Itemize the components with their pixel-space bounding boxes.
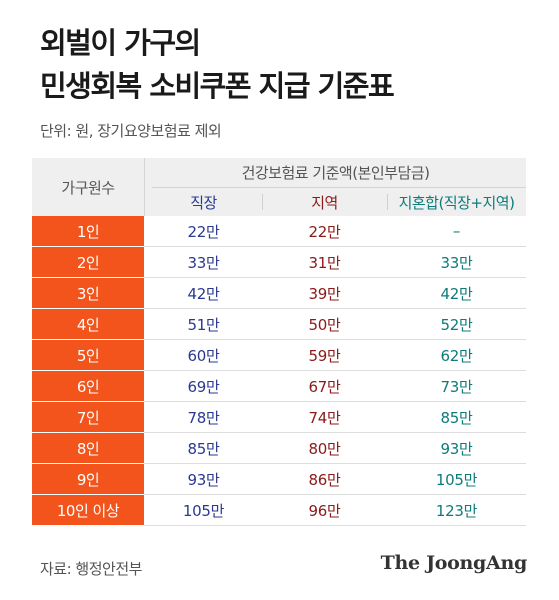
household-cell: 3인 bbox=[32, 278, 144, 308]
sub-header-divider bbox=[262, 194, 263, 210]
table-header: 가구원수 건강보험료 기준액(본인부담금) 직장 지역 지혼합(직장+지역) bbox=[32, 158, 526, 216]
header-group-divider bbox=[152, 187, 526, 188]
mixed-cell: 42만 bbox=[440, 284, 473, 303]
mixed-cell: – bbox=[452, 222, 461, 240]
workplace-cell: 85만 bbox=[187, 439, 220, 458]
regional-cell: 59만 bbox=[308, 346, 341, 365]
brand-logo: The JoongAng bbox=[380, 552, 528, 574]
workplace-cell: 42만 bbox=[187, 284, 220, 303]
mixed-cell: 105만 bbox=[435, 470, 478, 489]
workplace-cell: 60만 bbox=[187, 346, 220, 365]
table-row: 5인 60만 59만 62만 bbox=[32, 340, 526, 371]
table-row: 4인 51만 50만 52만 bbox=[32, 309, 526, 340]
mixed-cell: 123만 bbox=[435, 501, 478, 520]
household-cell: 6인 bbox=[32, 371, 144, 401]
regional-cell: 22만 bbox=[308, 222, 341, 241]
household-cell: 10인 이상 bbox=[32, 495, 144, 525]
household-cell: 1인 bbox=[32, 216, 144, 246]
row-divider bbox=[32, 246, 144, 247]
household-cell: 9인 bbox=[32, 464, 144, 494]
workplace-cell: 105만 bbox=[182, 501, 225, 520]
regional-cell: 50만 bbox=[308, 315, 341, 334]
source-note: 자료: 행정안전부 bbox=[40, 560, 142, 578]
table-row: 3인 42만 39만 42만 bbox=[32, 278, 526, 309]
mixed-cell: 85만 bbox=[440, 408, 473, 427]
household-cell: 2인 bbox=[32, 247, 144, 277]
header-workplace: 직장 bbox=[190, 193, 217, 212]
table-row: 8인 85만 80만 93만 bbox=[32, 433, 526, 464]
row-divider bbox=[32, 432, 144, 433]
workplace-cell: 51만 bbox=[187, 315, 220, 334]
table-row: 2인 33만 31만 33만 bbox=[32, 247, 526, 278]
table-row: 10인 이상 105만 96만 123만 bbox=[32, 495, 526, 526]
header-household: 가구원수 bbox=[61, 178, 115, 197]
criteria-table: 가구원수 건강보험료 기준액(본인부담금) 직장 지역 지혼합(직장+지역) 1… bbox=[32, 158, 526, 526]
table-row: 9인 93만 86만 105만 bbox=[32, 464, 526, 495]
regional-cell: 80만 bbox=[308, 439, 341, 458]
workplace-cell: 69만 bbox=[187, 377, 220, 396]
regional-cell: 96만 bbox=[308, 501, 341, 520]
mixed-cell: 62만 bbox=[440, 346, 473, 365]
workplace-cell: 93만 bbox=[187, 470, 220, 489]
regional-cell: 67만 bbox=[308, 377, 341, 396]
workplace-cell: 22만 bbox=[187, 222, 220, 241]
regional-cell: 86만 bbox=[308, 470, 341, 489]
mixed-cell: 33만 bbox=[440, 253, 473, 272]
page-title: 외벌이 가구의 민생회복 소비쿠폰 지급 기준표 bbox=[40, 22, 520, 108]
row-divider bbox=[32, 308, 144, 309]
table-row: 6인 69만 67만 73만 bbox=[32, 371, 526, 402]
workplace-cell: 78만 bbox=[187, 408, 220, 427]
household-cell: 8인 bbox=[32, 433, 144, 463]
header-group: 건강보험료 기준액(본인부담금) bbox=[241, 164, 430, 182]
table-row: 1인 22만 22만 – bbox=[32, 216, 526, 247]
row-divider bbox=[32, 494, 144, 495]
workplace-cell: 33만 bbox=[187, 253, 220, 272]
mixed-cell: 52만 bbox=[440, 315, 473, 334]
unit-note: 단위: 원, 장기요양보험료 제외 bbox=[40, 122, 222, 140]
header-regional: 지역 bbox=[311, 193, 338, 212]
regional-cell: 31만 bbox=[308, 253, 341, 272]
table-row: 7인 78만 74만 85만 bbox=[32, 402, 526, 433]
header-divider bbox=[144, 158, 145, 216]
row-divider bbox=[32, 339, 144, 340]
regional-cell: 74만 bbox=[308, 408, 341, 427]
title-line-2: 민생회복 소비쿠폰 지급 기준표 bbox=[40, 69, 395, 103]
row-divider bbox=[32, 277, 144, 278]
household-cell: 4인 bbox=[32, 309, 144, 339]
row-divider bbox=[32, 401, 144, 402]
household-cell: 7인 bbox=[32, 402, 144, 432]
mixed-cell: 73만 bbox=[440, 377, 473, 396]
title-line-1: 외벌이 가구의 bbox=[40, 26, 201, 60]
row-divider bbox=[32, 370, 144, 371]
row-divider bbox=[32, 463, 144, 464]
household-cell: 5인 bbox=[32, 340, 144, 370]
sub-header-divider bbox=[387, 194, 388, 210]
mixed-cell: 93만 bbox=[440, 439, 473, 458]
header-mixed: 지혼합(직장+지역) bbox=[398, 193, 515, 212]
row-divider bbox=[32, 525, 144, 526]
regional-cell: 39만 bbox=[308, 284, 341, 303]
